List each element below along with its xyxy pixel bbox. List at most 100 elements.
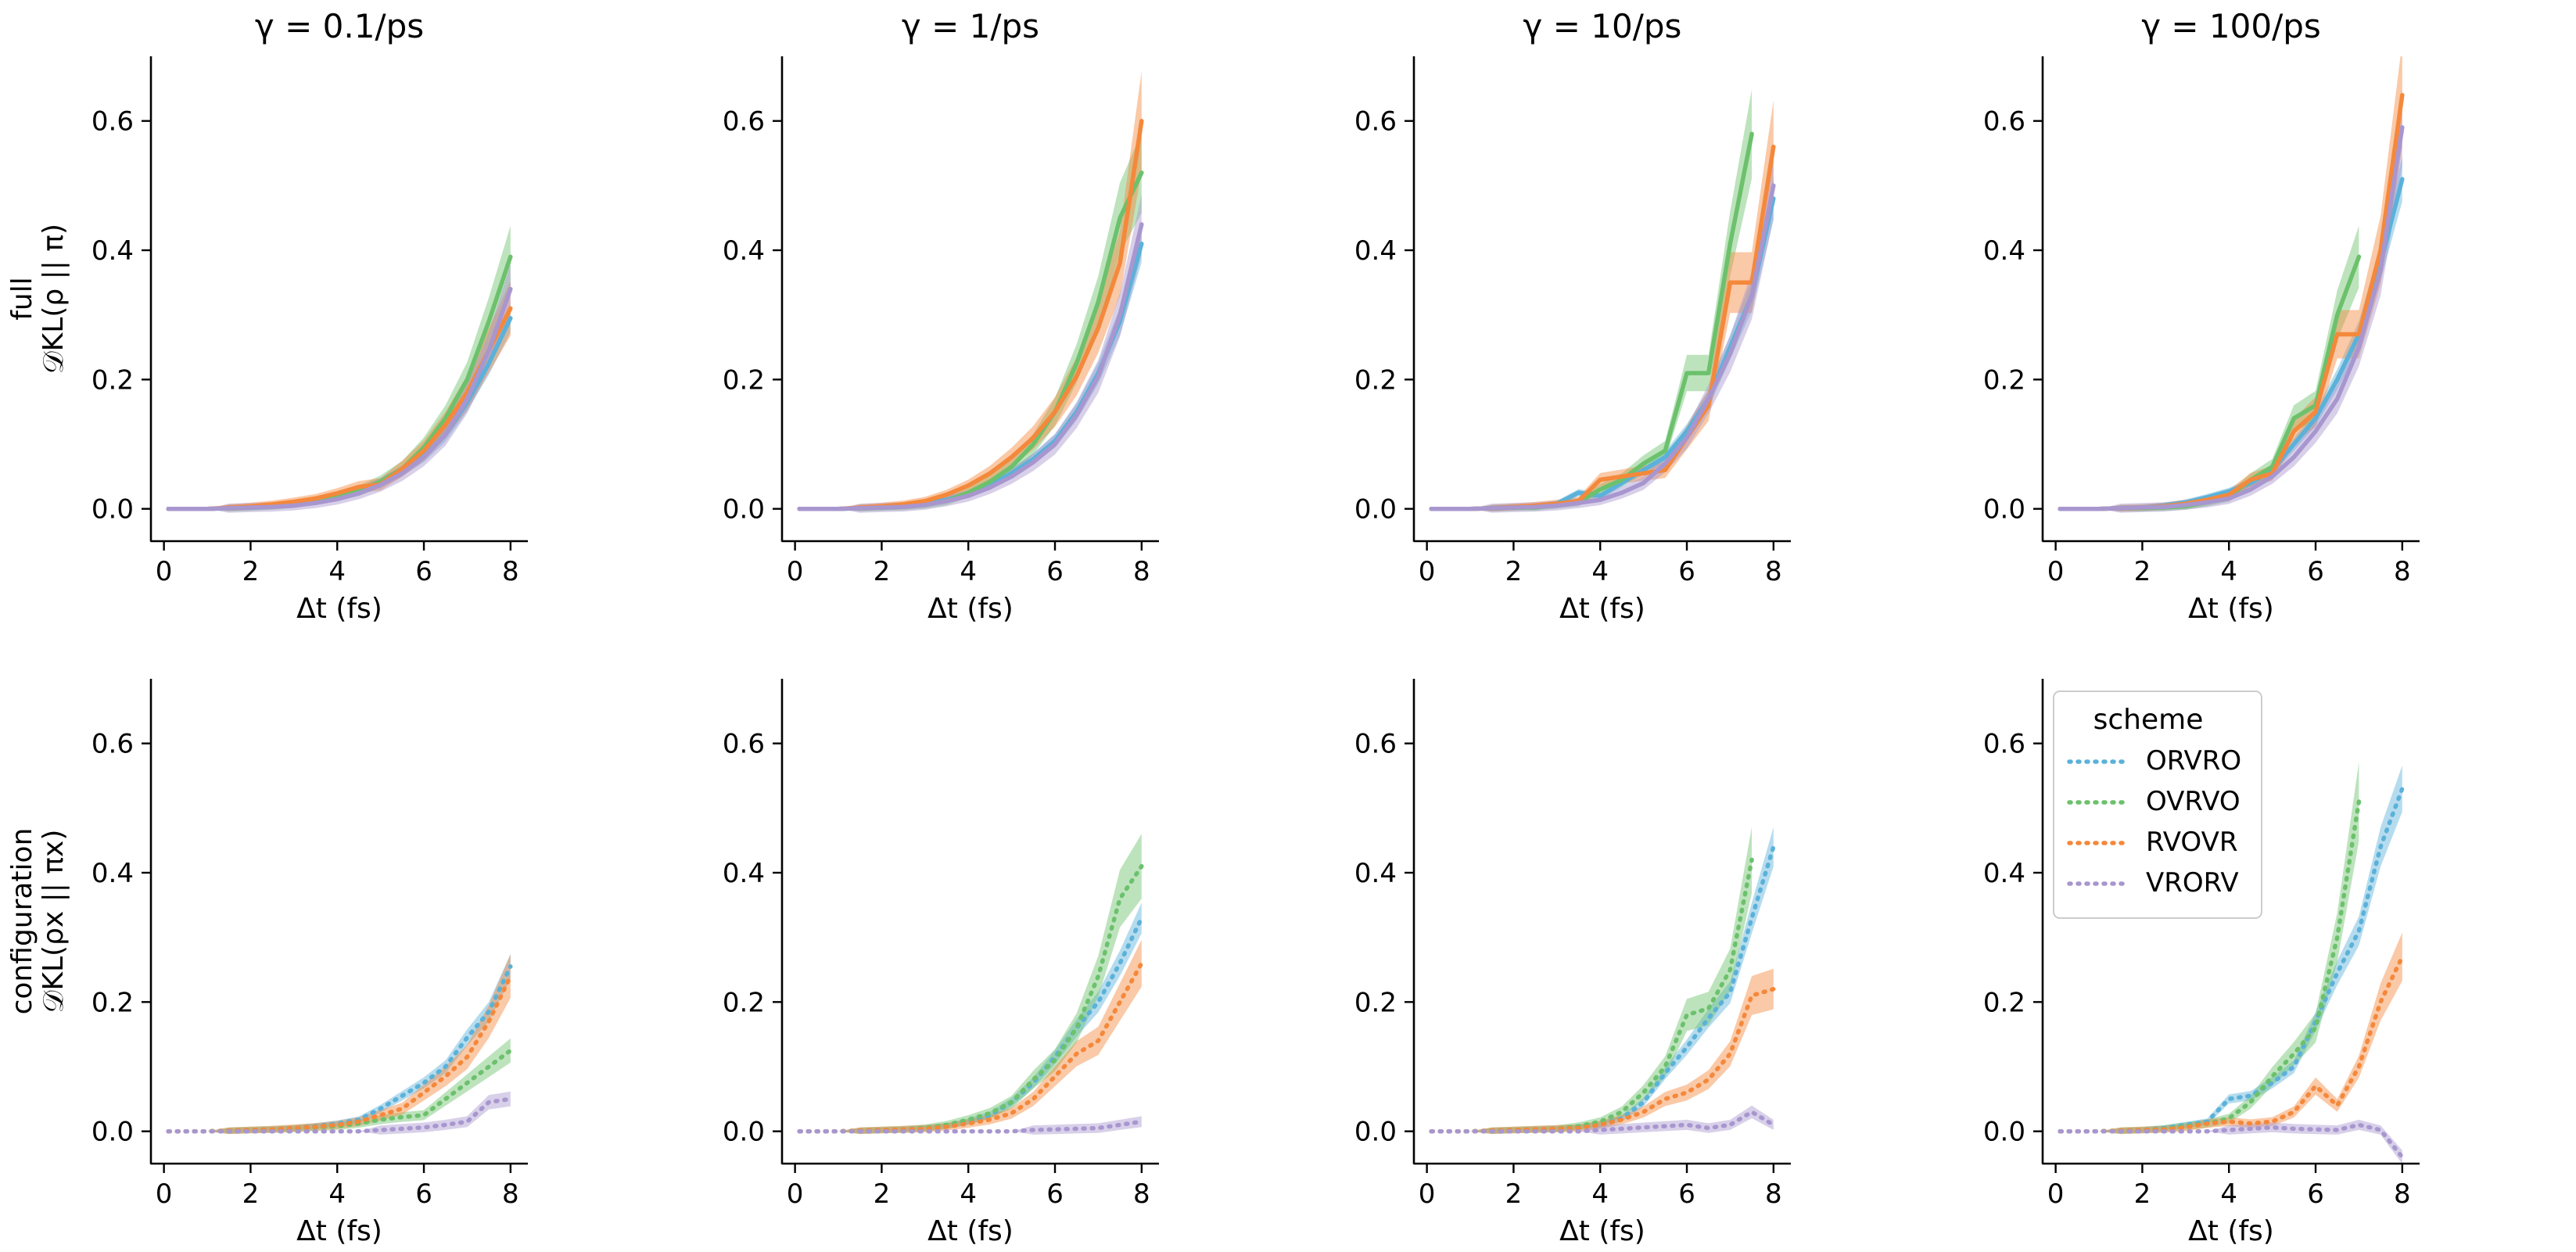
- panel-r0-c1-ytick-label: 0.6: [723, 106, 765, 138]
- panel-r1-c2-ytick-label: 0.4: [1354, 858, 1397, 889]
- panel-r1-c3-xtick-label: 0: [2047, 1178, 2065, 1210]
- panel-r0-c1-ytick-label: 0.0: [723, 494, 765, 526]
- panel-r0-c0-line-vrorv: [166, 286, 513, 511]
- panel-r0-c1-xtick-label: 6: [1046, 556, 1064, 587]
- legend-label-ovrvo: OVRVO: [2146, 786, 2241, 817]
- panel-r0-c0-ytick-label: 0.4: [91, 235, 134, 267]
- panel-r0-c1-xtick-label: 8: [1133, 556, 1150, 587]
- panel-r1-c3-xtick-label: 6: [2307, 1178, 2324, 1210]
- panel-r0-c2-ytick-label: 0.0: [1354, 494, 1397, 526]
- panel-r0-c2-lines: [1429, 131, 1776, 511]
- panel-r1-c2-xtick-label: 2: [1505, 1178, 1523, 1210]
- panel-r0-c2-xtick-label: 0: [1419, 556, 1436, 587]
- legend-box: [2053, 691, 2262, 919]
- panel-r0-c3-xtick-label: 0: [2047, 556, 2065, 587]
- panel-r0-c0-ytick-label: 0.0: [91, 494, 134, 526]
- column-title-0: γ = 0.1/ps: [255, 7, 424, 45]
- panel-r1-c0-bands: [168, 953, 511, 1135]
- panel-r1-c0-line-vrorv: [166, 1096, 513, 1134]
- panel-r0-c2-ytick-label: 0.6: [1354, 106, 1397, 138]
- panel-r0-c0-ytick-label: 0.2: [91, 364, 134, 396]
- panel-r1-c0-band-ovrvo: [168, 1038, 511, 1135]
- panel-r0-c0-xlabel: Δt (fs): [296, 593, 382, 625]
- panel-r1-c0-band-vrorv: [168, 1091, 511, 1135]
- panel-r0-c1-xtick-label: 2: [874, 556, 891, 587]
- panel-r1-c3-xtick-label: 2: [2134, 1178, 2151, 1210]
- panel-r1-c2-band-rvovr: [1431, 968, 1774, 1135]
- panel-r0-c0-lines: [166, 254, 513, 511]
- panel-r1-c0-xtick-label: 6: [415, 1178, 432, 1210]
- panel-r1-c3-ytick-label: 0.4: [1983, 858, 2025, 889]
- panel-r0-c3-ytick-label: 0.0: [1983, 494, 2025, 526]
- panel-r1-c1-ytick-label: 0.6: [723, 729, 765, 760]
- panel-r1-c3-lines: [2058, 786, 2405, 1160]
- panel-r0-c3-xtick-label: 8: [2394, 556, 2411, 587]
- panel-r1-c2-xtick-label: 6: [1678, 1178, 1695, 1210]
- panel-r1-c2-ytick-label: 0.0: [1354, 1117, 1397, 1148]
- panel-r1-c0-xtick-label: 4: [328, 1178, 346, 1210]
- labels: 0 2 4 6 8 0.0 0.2 0.4 0.6 Δt (fs) γ = 0.1/ps 0 2 4 6 8 0…: [6, 7, 2411, 1247]
- panel-r0-c0-xtick-label: 2: [242, 556, 260, 587]
- panel-r0-c0-xtick-label: 8: [502, 556, 519, 587]
- panel-r0-c0-xtick-label: 0: [156, 556, 173, 587]
- panel-r0-c3-band-orvro: [2060, 156, 2402, 511]
- panel-r0-c2-xtick-label: 6: [1678, 556, 1695, 587]
- row-label-0: full 𝒟KL(ρ || π): [6, 224, 70, 374]
- panel-r1-c1-xtick-label: 4: [960, 1178, 977, 1210]
- panel-r1-c2-bands: [1431, 827, 1774, 1135]
- panel-r0-c3-xtick-label: 2: [2134, 556, 2151, 587]
- panel-r0-c1-ytick-label: 0.4: [723, 235, 765, 267]
- panel-r0-c1-lines: [797, 118, 1144, 511]
- panel-r1-c0-ytick-label: 0.4: [91, 858, 134, 889]
- panel-r1-c3-band-rvovr: [2060, 932, 2402, 1135]
- panel-r1-c2-band-vrorv: [1431, 1105, 1774, 1135]
- legend-label-vrorv: VRORV: [2146, 867, 2239, 899]
- panel-r1-c2-band-ovrvo: [1431, 827, 1753, 1135]
- panel-r0-c1-ytick-label: 0.2: [723, 364, 765, 396]
- panel-r1-c1-ytick-label: 0.2: [723, 987, 765, 1018]
- panel-r0-c1-band-ovrvo: [799, 132, 1142, 512]
- panel-r0-c1-xlabel: Δt (fs): [927, 593, 1014, 625]
- panel-r0-c3-ytick-label: 0.6: [1983, 106, 2025, 138]
- panel-r0-c1-band-vrorv: [799, 194, 1142, 513]
- panel-r1-c0-band-rvovr: [168, 954, 511, 1135]
- panel-r1-c3-ytick-label: 0.6: [1983, 729, 2025, 760]
- panel-r0-c0-xtick-label: 6: [415, 556, 432, 587]
- panel-r0-c3-ytick-label: 0.2: [1983, 364, 2025, 396]
- panel-r0-c3-line-vrorv: [2058, 125, 2405, 511]
- panel-r1-c0-ytick-label: 0.0: [91, 1117, 134, 1148]
- panel-r1-c0-xtick-label: 0: [156, 1178, 173, 1210]
- panel-r0-c1-line-vrorv: [797, 222, 1144, 511]
- panel-r1-c2-line-vrorv: [1429, 1110, 1776, 1134]
- panel-r0-c1-xtick-label: 0: [787, 556, 804, 587]
- column-title-1: γ = 1/ps: [902, 7, 1039, 45]
- panel-r0-c2-line-vrorv: [1429, 183, 1776, 511]
- panel-r1-c1-xtick-label: 2: [874, 1178, 891, 1210]
- row-label-1: configuration 𝒟KL(ρx || πx): [6, 828, 70, 1015]
- panel-r1-c1-line-vrorv: [797, 1119, 1144, 1134]
- panel-r0-c3-ytick-label: 0.4: [1983, 235, 2025, 267]
- legend-label-orvro: ORVRO: [2146, 745, 2241, 777]
- panel-r1-c1-xlabel: Δt (fs): [927, 1215, 1014, 1247]
- panel-r0-c0-xtick-label: 4: [328, 556, 346, 587]
- panel-r1-c1-xtick-label: 8: [1133, 1178, 1150, 1210]
- panel-r1-c2-ytick-label: 0.2: [1354, 987, 1397, 1018]
- column-title-3: γ = 100/ps: [2141, 7, 2321, 45]
- panel-r0-c3-xtick-label: 4: [2220, 556, 2237, 587]
- column-title-2: γ = 10/ps: [1523, 7, 1682, 45]
- panel-r0-c2-xtick-label: 8: [1765, 556, 1782, 587]
- panel-r0-c2-xlabel: Δt (fs): [1559, 593, 1645, 625]
- panel-r0-c2-xtick-label: 2: [1505, 556, 1523, 587]
- data-lines: [166, 92, 2405, 1160]
- panel-r0-c0-band-orvro: [168, 303, 511, 511]
- panel-r0-c3-xlabel: Δt (fs): [2188, 593, 2274, 625]
- panel-r0-c2-ytick-label: 0.4: [1354, 235, 1397, 267]
- panel-r1-c1-xtick-label: 6: [1046, 1178, 1064, 1210]
- panel-r1-c2-xlabel: Δt (fs): [1559, 1215, 1645, 1247]
- panel-r0-c3-xtick-label: 6: [2307, 556, 2324, 587]
- legend-title: scheme: [2093, 704, 2204, 736]
- legend: scheme ORVRO OVRVO RVOVR VRORV: [2053, 691, 2262, 919]
- panel-r0-c2-xtick-label: 4: [1591, 556, 1609, 587]
- panel-r0-c1-band-rvovr: [799, 71, 1142, 511]
- panel-r0-c1-xtick-label: 4: [960, 556, 977, 587]
